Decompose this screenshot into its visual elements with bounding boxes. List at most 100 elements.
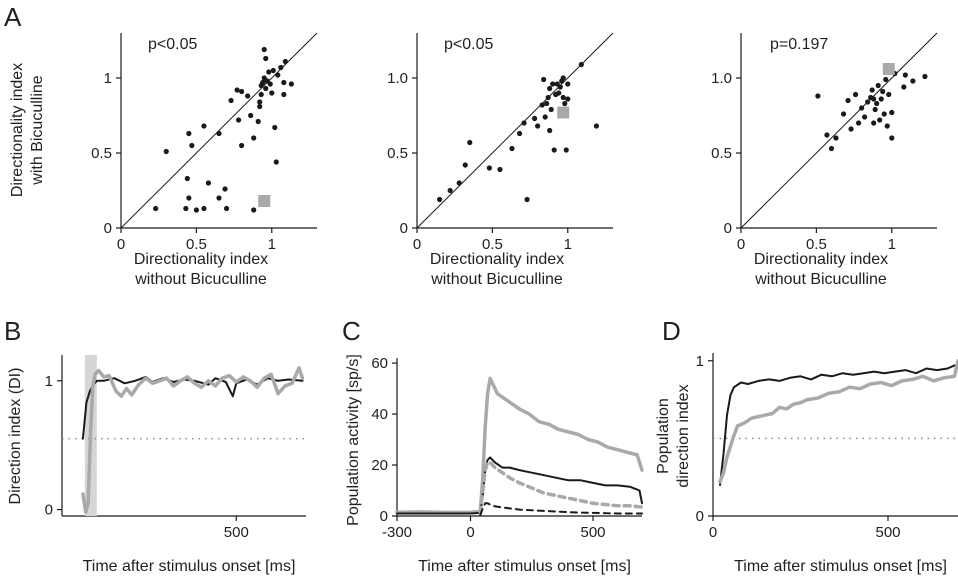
chart3-point xyxy=(848,126,854,132)
chart3-x-tick-label: 1 xyxy=(888,236,896,253)
chart3-x-tick-label: 0.5 xyxy=(806,236,827,253)
chart3-point xyxy=(886,91,892,98)
chart2-point xyxy=(557,84,563,90)
chart1-x-label: Directionality index without Bicuculline xyxy=(134,251,268,288)
chart1-point xyxy=(184,175,190,182)
chart3-point xyxy=(883,76,889,83)
chart5-series-1 xyxy=(395,376,644,515)
chart1-point xyxy=(257,103,263,110)
chart1-point xyxy=(186,130,192,137)
chart2-point xyxy=(560,75,566,81)
chart4-y-tick-label: 1 xyxy=(45,373,53,390)
chart1-point xyxy=(205,180,212,186)
panel-letter-c: C xyxy=(342,316,361,346)
chart2-point xyxy=(541,76,547,83)
chart2-point xyxy=(544,100,550,107)
chart6-y-label-line: direction index xyxy=(675,384,692,487)
chart2-point xyxy=(542,114,548,120)
chart6-series-1 xyxy=(719,364,958,486)
chart1-point xyxy=(153,205,159,212)
chart2-x-label-line: Directionality index xyxy=(430,251,564,268)
chart1-point xyxy=(251,135,257,141)
chart2-point xyxy=(521,120,527,126)
chart2-point xyxy=(547,85,553,92)
chart5-series-4 xyxy=(479,502,643,516)
chart1-unity-line xyxy=(120,32,318,229)
chart1-point xyxy=(272,124,278,131)
chart2-point xyxy=(578,61,584,68)
chart1-point xyxy=(239,142,245,149)
chart3-point xyxy=(884,123,890,129)
chart4-x-tick-label: 500 xyxy=(224,524,249,541)
chart2-unity-line xyxy=(416,32,614,229)
chart1-y-label: Directionality index with Bicuculline xyxy=(9,63,46,197)
chart3-point xyxy=(871,96,877,102)
chart1-point xyxy=(273,159,279,165)
chart6-y-label: Population direction index xyxy=(655,384,692,487)
chart3-point xyxy=(824,132,830,138)
chart2-point xyxy=(548,106,554,113)
chart1-point xyxy=(267,81,273,87)
chart3-point xyxy=(874,100,880,107)
chart3-x-label-line: without Bicuculline xyxy=(754,271,887,288)
chart1-point xyxy=(251,207,257,213)
chart2-x-tick-label: 1 xyxy=(564,236,572,253)
chart1-x-label-line: without Bicuculline xyxy=(134,271,267,288)
chart3-point xyxy=(901,84,907,90)
chart2-point xyxy=(539,102,545,108)
chart2-point xyxy=(550,81,556,87)
chart2-p-value: p<0.05 xyxy=(444,36,493,53)
chart6-y-tick-label: 1 xyxy=(696,353,704,370)
chart1-point xyxy=(282,58,288,65)
chart3-point xyxy=(828,145,835,152)
chart2-point xyxy=(456,180,462,186)
chart1-point xyxy=(270,67,276,74)
chart3-point xyxy=(875,82,881,89)
chart1-point xyxy=(261,46,267,53)
chart1-point xyxy=(263,85,269,92)
chart3-point xyxy=(902,72,908,78)
chart3-x-label: Directionality index without Bicuculline xyxy=(754,251,888,288)
chart2-point xyxy=(545,94,551,101)
chart2-x-tick-label: 0.5 xyxy=(482,236,503,253)
chart2-point xyxy=(556,90,562,96)
chart1-point xyxy=(193,207,199,213)
chart3-point xyxy=(877,117,883,123)
chart2-point xyxy=(516,130,523,137)
chart5-y-tick-label: 40 xyxy=(371,406,388,423)
chart1-x-tick-label: 0 xyxy=(117,236,125,253)
chart1-point xyxy=(281,91,287,98)
chart5-x-tick-label: -300 xyxy=(382,524,412,541)
chart1-point xyxy=(248,112,254,119)
chart1-y-tick-label: 0.5 xyxy=(91,145,112,162)
chart4-series-1 xyxy=(81,375,304,440)
chart1-point xyxy=(222,186,228,192)
chart3-unity-line xyxy=(740,32,938,229)
chart3-point xyxy=(872,106,878,113)
chart2-point xyxy=(535,123,541,129)
chart5-y-tick-label: 60 xyxy=(371,355,388,372)
chart4-series-2 xyxy=(81,366,305,514)
chart3-point xyxy=(852,91,859,98)
chart3-point xyxy=(878,96,884,102)
chart2-x-label: Directionality index without Bicuculline xyxy=(430,251,564,288)
chart3-point xyxy=(869,87,875,93)
chart3-point xyxy=(889,135,895,141)
chart1-point xyxy=(236,117,242,123)
chart1-highlight-square xyxy=(258,195,271,207)
chart3-x-label-line: Directionality index xyxy=(754,251,888,268)
chart3-y-tick-label: 0.5 xyxy=(711,145,732,162)
chart2-point xyxy=(560,94,566,101)
chart2-point xyxy=(547,127,553,134)
chart5-y-label: Population activity [sp/s] xyxy=(345,354,362,526)
chart1-point xyxy=(275,72,281,78)
chart5-x-label: Time after stimulus onset [ms] xyxy=(418,558,631,575)
chart2-point xyxy=(551,147,557,153)
chart3-x-tick-label: 0 xyxy=(737,236,745,253)
chart4-y-tick-label: 0 xyxy=(45,502,53,519)
chart1-point xyxy=(228,97,234,104)
chart2-y-tick-label: 1.0 xyxy=(387,70,408,87)
chart1-point xyxy=(186,195,192,201)
chart3-point xyxy=(871,120,877,126)
